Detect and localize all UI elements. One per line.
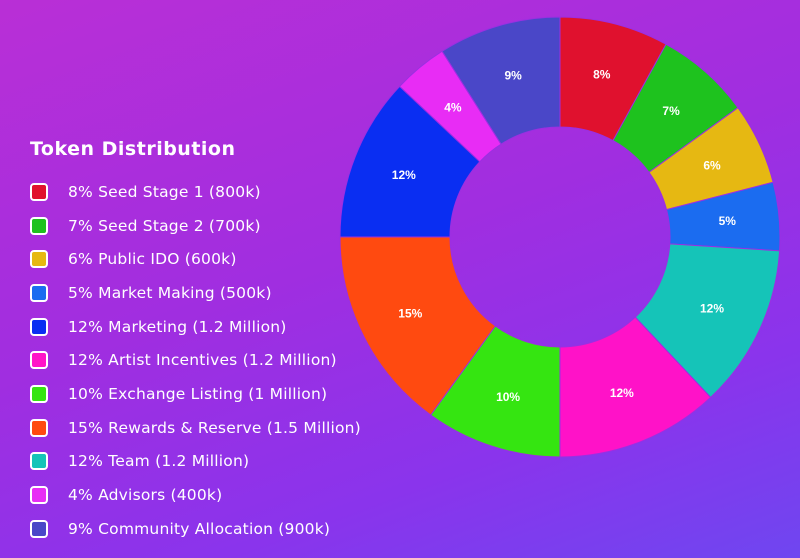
slice-label-1: 7% bbox=[662, 104, 680, 118]
legend-item-1: 7% Seed Stage 2 (700k) bbox=[30, 209, 361, 243]
slice-label-10: 9% bbox=[504, 69, 522, 83]
legend-item-10: 9% Community Allocation (900k) bbox=[30, 512, 361, 546]
legend-label-0: 8% Seed Stage 1 (800k) bbox=[68, 182, 261, 201]
legend-swatch-3 bbox=[30, 283, 48, 302]
legend-item-3: 5% Market Making (500k) bbox=[30, 276, 361, 310]
legend-item-4: 12% Team (1.2 Million) bbox=[30, 445, 361, 479]
slice-label-2: 6% bbox=[703, 158, 721, 172]
slice-label-6: 10% bbox=[496, 390, 520, 404]
legend-swatch-9 bbox=[30, 486, 48, 505]
legend-label-7: 15% Rewards & Reserve (1.5 Million) bbox=[68, 418, 361, 437]
legend-swatch-8 bbox=[30, 317, 48, 336]
slice-label-5: 12% bbox=[610, 386, 634, 400]
slice-label-7: 15% bbox=[398, 306, 422, 320]
legend-swatch-5 bbox=[30, 351, 48, 370]
legend-item-7: 15% Rewards & Reserve (1.5 Million) bbox=[30, 411, 361, 445]
donut-slice-10 bbox=[441, 16, 561, 145]
legend-swatch-6 bbox=[30, 384, 48, 403]
legend-swatch-7 bbox=[30, 418, 48, 437]
legend-swatch-4 bbox=[30, 452, 48, 471]
slice-label-9: 4% bbox=[444, 101, 462, 115]
chart-legend: 8% Seed Stage 1 (800k) 7% Seed Stage 2 (7… bbox=[30, 175, 361, 546]
slice-label-8: 12% bbox=[392, 168, 416, 182]
legend-label-3: 5% Market Making (500k) bbox=[68, 283, 272, 302]
legend-label-9: 4% Advisors (400k) bbox=[68, 486, 223, 505]
chart-title: Token Distribution bbox=[30, 138, 236, 160]
legend-swatch-10 bbox=[30, 519, 48, 538]
legend-label-10: 9% Community Allocation (900k) bbox=[68, 519, 331, 538]
legend-swatch-1 bbox=[30, 216, 48, 235]
slice-label-3: 5% bbox=[719, 214, 737, 228]
legend-label-8: 12% Marketing (1.2 Million) bbox=[68, 317, 287, 336]
legend-item-8: 12% Marketing (1.2 Million) bbox=[30, 310, 361, 344]
legend-label-2: 6% Public IDO (600k) bbox=[68, 250, 237, 269]
legend-swatch-0 bbox=[30, 182, 48, 201]
legend-item-9: 4% Advisors (400k) bbox=[30, 478, 361, 512]
legend-label-4: 12% Team (1.2 Million) bbox=[68, 452, 250, 471]
donut-slice-7 bbox=[339, 236, 497, 416]
legend-label-6: 10% Exchange Listing (1 Million) bbox=[68, 384, 328, 403]
slice-label-0: 8% bbox=[593, 67, 611, 81]
legend-item-6: 10% Exchange Listing (1 Million) bbox=[30, 377, 361, 411]
legend-label-5: 12% Artist Incentives (1.2 Million) bbox=[68, 351, 337, 370]
legend-item-5: 12% Artist Incentives (1.2 Million) bbox=[30, 343, 361, 377]
slice-label-4: 12% bbox=[700, 302, 724, 316]
legend-label-1: 7% Seed Stage 2 (700k) bbox=[68, 216, 261, 235]
legend-swatch-2 bbox=[30, 250, 48, 269]
legend-item-2: 6% Public IDO (600k) bbox=[30, 242, 361, 276]
legend-item-0: 8% Seed Stage 1 (800k) bbox=[30, 175, 361, 209]
